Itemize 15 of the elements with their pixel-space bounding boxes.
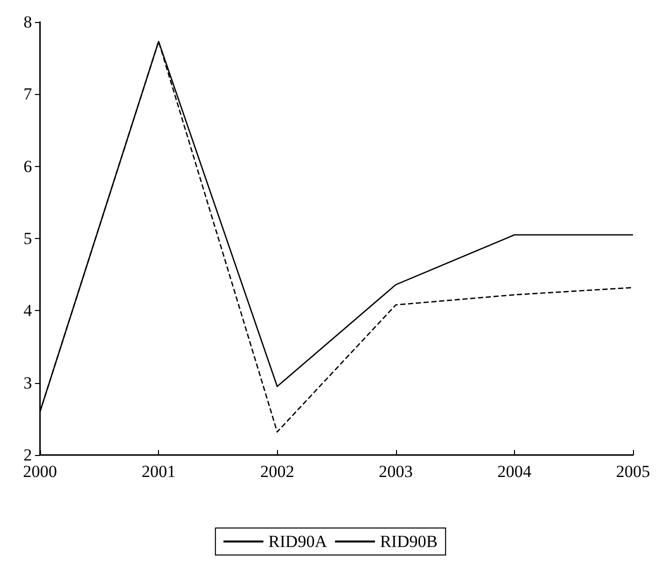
x-tick-label: 2005 bbox=[616, 462, 650, 481]
x-tick-label: 2001 bbox=[142, 462, 176, 481]
y-tick-label: 8 bbox=[24, 12, 32, 32]
x-tick-label: 2000 bbox=[23, 462, 57, 481]
x-tick-label: 2004 bbox=[497, 462, 532, 481]
y-tick-label: 3 bbox=[24, 373, 32, 392]
y-tick-label: 5 bbox=[24, 229, 32, 248]
x-tick-label: 2003 bbox=[378, 462, 413, 481]
legend-label: RID90B bbox=[380, 532, 438, 551]
x-tick-label: 2002 bbox=[260, 462, 294, 481]
y-tick-label: 7 bbox=[24, 84, 32, 104]
legend-label: RID90A bbox=[268, 532, 328, 551]
y-tick-label: 6 bbox=[24, 156, 32, 176]
y-tick-label: 4 bbox=[24, 301, 32, 320]
y-tick-label: 2 bbox=[24, 446, 32, 464]
